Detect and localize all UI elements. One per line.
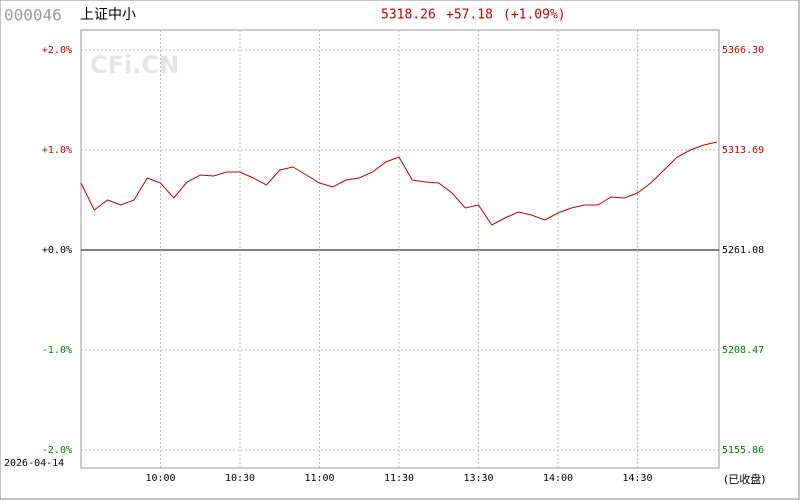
change-pct: (+1.09%) [503, 8, 566, 23]
x-tick-label: 11:00 [304, 473, 334, 484]
x-tick-label: 10:00 [145, 473, 175, 484]
y2-tick-label: 5208.47 [722, 345, 764, 356]
x-tick-label: 11:30 [384, 473, 414, 484]
change: +57.18 [446, 8, 493, 23]
x-tick-label: 13:30 [463, 473, 493, 484]
y-tick-label: +2.0% [42, 45, 72, 56]
plot-frame [80, 29, 720, 469]
y2-tick-label: 5366.30 [722, 45, 764, 56]
date: 2026-04-14 [4, 458, 64, 469]
status: (已收盘) [724, 472, 766, 486]
index-name: 上证中小 [80, 7, 136, 23]
x-tick-label: 14:30 [622, 473, 652, 484]
y-tick-label: +1.0% [42, 145, 72, 156]
x-tick-label: 10:30 [225, 473, 255, 484]
y-tick-label: +0.0% [42, 245, 72, 256]
x-tick-label: 14:00 [543, 473, 573, 484]
y2-tick-label: 5313.69 [722, 145, 764, 156]
y2-tick-label: 5261.08 [722, 245, 764, 256]
y-tick-label: -2.0% [42, 445, 72, 456]
y-tick-label: -1.0% [42, 345, 72, 356]
price-line [80, 141, 718, 226]
code: 000046 [4, 6, 62, 25]
watermark: CFi.CN [90, 51, 179, 79]
y2-tick-label: 5155.86 [722, 445, 764, 456]
price: 5318.26 [381, 8, 436, 23]
